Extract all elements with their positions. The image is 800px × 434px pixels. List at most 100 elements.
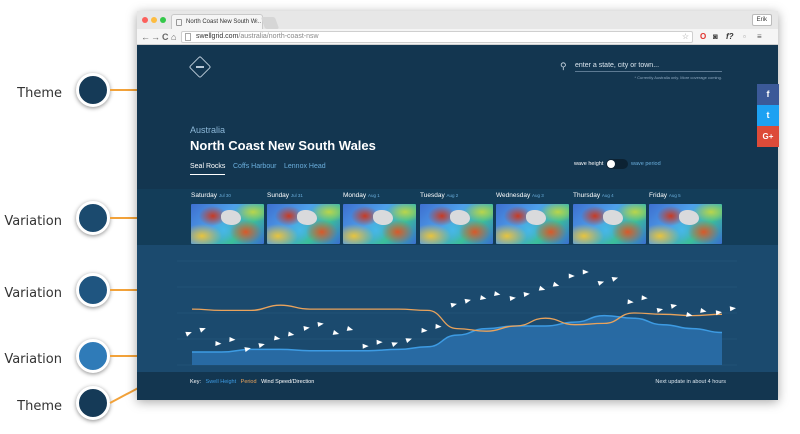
region-label[interactable]: Australia — [190, 125, 226, 135]
day-date: Aug 1 — [367, 193, 380, 198]
browser-tab[interactable]: North Coast New South W... × — [171, 14, 263, 29]
toggle-label-wave-period: wave period — [631, 161, 661, 167]
wind-arrow — [715, 310, 722, 316]
search-input[interactable] — [575, 59, 722, 72]
wind-arrow — [523, 291, 530, 297]
key-wind: Wind Speed/Direction — [261, 379, 315, 385]
day-name: Monday — [343, 192, 367, 199]
page-icon — [185, 33, 191, 41]
callout-line — [110, 355, 158, 357]
wind-arrow — [391, 342, 398, 347]
australia-landmass — [450, 210, 470, 225]
swell-map-image — [343, 204, 416, 244]
close-window-button[interactable] — [142, 17, 148, 23]
day-date: Jul 30 — [218, 193, 231, 198]
wind-arrow — [362, 343, 369, 349]
annotation-label: Variation — [4, 214, 62, 229]
day-name: Wednesday — [496, 192, 531, 199]
pocket-extension-icon[interactable]: ◙ — [713, 32, 718, 41]
day-date: Aug 3 — [532, 193, 544, 198]
color-swatch-theme — [76, 386, 110, 420]
wind-arrow — [464, 298, 471, 304]
address-bar[interactable]: swellgrid.com/australia/north-coast-nsw … — [181, 31, 693, 43]
google-plus-share-button[interactable]: G+ — [757, 126, 779, 147]
wind-arrow — [332, 330, 340, 335]
wind-arrow — [509, 295, 516, 301]
day-name: Friday — [649, 192, 668, 199]
url-domain: swellgrid.com — [196, 33, 239, 40]
swell-map-image — [649, 204, 722, 244]
day-card-sunday[interactable]: Sunday Jul 31 — [267, 192, 343, 244]
day-card-saturday[interactable]: Saturday Jul 30 — [191, 192, 267, 244]
wind-arrow — [552, 281, 560, 287]
back-icon[interactable]: ← — [141, 32, 150, 42]
toggle-label-wave-height: wave height — [574, 161, 604, 167]
day-card-tuesday[interactable]: Tuesday Aug 2 — [420, 192, 496, 244]
day-card-friday[interactable]: Friday Aug 5 — [649, 192, 725, 244]
menu-icon[interactable]: ≡ — [757, 32, 762, 41]
minimize-window-button[interactable] — [151, 17, 157, 23]
wind-arrow — [656, 307, 664, 313]
color-swatch-variation-3 — [76, 339, 110, 373]
annotation-label: Variation — [4, 286, 62, 301]
forward-icon[interactable]: → — [151, 32, 160, 42]
profile-button[interactable]: Erik — [751, 14, 772, 26]
key-period: Period — [240, 379, 257, 385]
wind-arrow — [627, 299, 634, 305]
wind-arrow — [450, 302, 457, 308]
opera-extension-icon[interactable]: O — [700, 32, 707, 41]
wind-arrow — [376, 339, 383, 345]
chart-key: Key: Swell Height Period Wind Speed/Dire… — [190, 379, 317, 385]
wind-arrow — [244, 347, 251, 352]
home-icon[interactable]: ⌂ — [171, 32, 177, 42]
maximize-window-button[interactable] — [160, 17, 166, 23]
wind-arrow — [568, 273, 575, 279]
color-swatch-theme — [76, 73, 110, 107]
twitter-share-button[interactable]: t — [757, 105, 779, 126]
browser-toolbar: ← → C ⌂ swellgrid.com/australia/north-co… — [137, 29, 778, 45]
wind-arrow — [303, 325, 310, 331]
wind-arrow — [287, 331, 295, 337]
tab-lennox-head[interactable]: Lennox Head — [284, 163, 326, 170]
day-card-thursday[interactable]: Thursday Aug 4 — [573, 192, 649, 244]
swell-forecast-chart — [177, 260, 737, 366]
close-tab-icon[interactable]: × — [254, 19, 258, 25]
wind-arrow — [686, 311, 693, 317]
bookmark-star-icon[interactable]: ☆ — [681, 32, 689, 41]
color-swatch-variation-1 — [76, 201, 110, 235]
swellgrid-logo-icon[interactable] — [188, 55, 212, 79]
annotation-variation-2: Variation — [0, 273, 160, 317]
browser-window: North Coast New South W... × Erik ← → C … — [137, 11, 778, 400]
new-tab-button[interactable] — [260, 17, 280, 29]
tab-coffs-harbour[interactable]: Coffs Harbour — [233, 163, 277, 170]
key-label: Key: — [190, 379, 202, 385]
annotation-theme-bottom: Theme — [0, 383, 160, 430]
tab-seal-rocks[interactable]: Seal Rocks — [190, 163, 226, 175]
extension-icon[interactable]: ▫ — [743, 32, 746, 41]
day-card-monday[interactable]: Monday Aug 1 — [343, 192, 419, 244]
wind-arrow — [215, 340, 222, 346]
facebook-share-button[interactable]: f — [757, 84, 779, 105]
wind-arrow — [405, 338, 412, 343]
reload-icon[interactable]: C — [162, 32, 169, 42]
swell-map-image — [573, 204, 646, 244]
annotation-label: Variation — [4, 352, 62, 367]
key-swell-height: Swell Height — [205, 379, 237, 385]
wind-arrow — [729, 306, 736, 312]
australia-landmass — [297, 210, 317, 225]
wind-arrow — [435, 323, 442, 329]
callout-line — [110, 89, 158, 91]
color-swatch-variation-2 — [76, 273, 110, 307]
swell-map-image — [267, 204, 340, 244]
wind-arrow — [317, 321, 324, 327]
wind-arrow — [641, 295, 648, 301]
wind-arrow — [346, 326, 354, 331]
callout-line — [110, 217, 158, 219]
fontface-extension-icon[interactable]: f? — [726, 32, 734, 41]
day-card-wednesday[interactable]: Wednesday Aug 3 — [496, 192, 572, 244]
wind-arrow — [258, 343, 265, 348]
search-icon: ⚲ — [560, 61, 567, 71]
wind-arrow — [494, 291, 501, 297]
wave-metric-toggle[interactable] — [606, 159, 628, 169]
